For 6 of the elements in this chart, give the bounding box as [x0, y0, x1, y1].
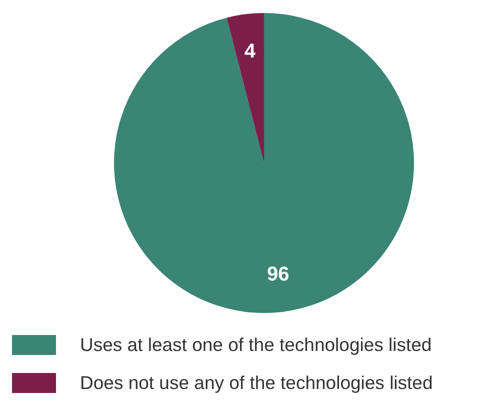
legend-label: Does not use any of the technologies listed	[80, 372, 433, 394]
legend-label: Uses at least one of the technologies listed	[80, 334, 432, 356]
pie-slice	[226, 13, 264, 163]
data-label: 4	[244, 40, 256, 62]
pie-slice	[114, 13, 414, 313]
data-label: 96	[266, 264, 290, 286]
